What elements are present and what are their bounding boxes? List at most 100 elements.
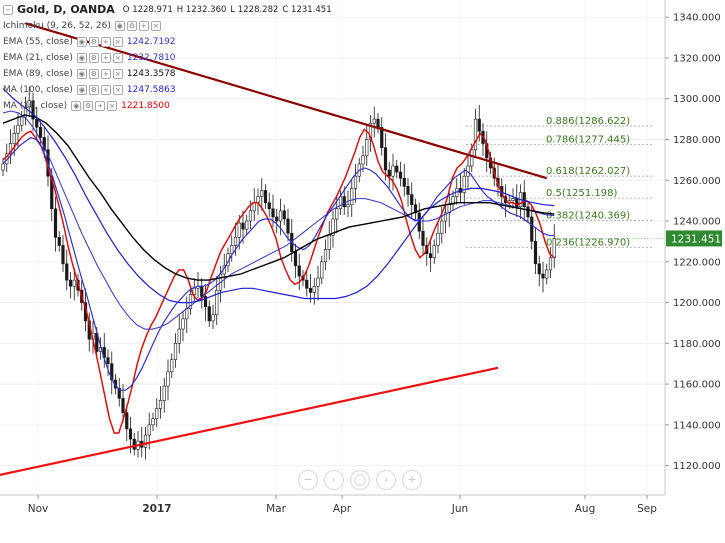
- legend-row-ichimoku[interactable]: Ichimoku (9, 26, 52, 26) ◉ ⚙ + ×: [3, 18, 332, 34]
- eye-icon[interactable]: ◉: [76, 69, 87, 79]
- legend-row-ma10[interactable]: MA (10, close) ◉ ⚙ + × 1221.8500: [3, 98, 332, 114]
- indicator-value: 1243.3578: [126, 69, 176, 79]
- candle-up: [215, 290, 219, 316]
- indicator-value: 1232.7810: [126, 53, 176, 63]
- candle-up: [16, 124, 20, 134]
- collapse-icon[interactable]: −: [3, 5, 13, 15]
- zoom-out-icon[interactable]: −: [298, 470, 318, 490]
- indicator-label: EMA (55, close): [3, 37, 73, 47]
- y-tick-label: 1280.000: [673, 135, 721, 146]
- y-tick-label: 1120.000: [673, 461, 721, 472]
- candle-up: [12, 133, 16, 144]
- add-icon[interactable]: +: [100, 37, 111, 47]
- candle-down: [121, 398, 125, 413]
- candle-up: [233, 237, 238, 246]
- support-trendline: [0, 366, 499, 477]
- candle-down: [308, 287, 313, 293]
- add-icon[interactable]: +: [100, 85, 111, 95]
- close-icon[interactable]: ×: [107, 101, 118, 111]
- eye-icon[interactable]: ◉: [114, 21, 125, 31]
- series-ema-55-close: [2, 110, 555, 330]
- candle-up: [443, 212, 448, 222]
- settings-icon[interactable]: ⚙: [88, 85, 99, 95]
- candle-down: [282, 210, 286, 220]
- candle-down: [398, 171, 403, 179]
- ohlc-low: L 1228.282: [230, 5, 279, 15]
- y-tick-label: 1200.000: [673, 298, 721, 309]
- scroll-right-icon[interactable]: ›: [376, 470, 396, 490]
- indicator-value: 1242.7192: [126, 37, 176, 47]
- add-icon[interactable]: +: [100, 53, 111, 63]
- candle-down: [132, 438, 136, 450]
- candle-down: [110, 363, 114, 381]
- close-icon[interactable]: ×: [112, 69, 123, 79]
- indicator-label: Ichimoku (9, 26, 52, 26): [3, 21, 111, 31]
- close-icon[interactable]: ×: [112, 37, 123, 47]
- scroll-left-icon[interactable]: ‹: [324, 470, 344, 490]
- candle-down: [117, 387, 121, 399]
- add-icon[interactable]: +: [138, 21, 149, 31]
- candle-up: [170, 359, 174, 373]
- candle-down: [241, 222, 245, 230]
- legend-row-ma100[interactable]: MA (100, close) ◉ ⚙ + × 1247.5863: [3, 82, 332, 98]
- close-icon[interactable]: ×: [112, 53, 123, 63]
- fib-level-label: 0.236(1226.970): [546, 238, 630, 249]
- fib-level-label: 0.382(1240.369): [546, 210, 630, 221]
- settings-icon[interactable]: ⚙: [88, 37, 99, 47]
- eye-icon[interactable]: ◉: [76, 37, 87, 47]
- candle-up: [436, 232, 440, 246]
- candle-up: [237, 222, 241, 238]
- candle-down: [342, 196, 346, 208]
- candle-up: [185, 308, 189, 320]
- candle-down: [406, 186, 410, 195]
- eye-icon[interactable]: ◉: [71, 101, 82, 111]
- add-icon[interactable]: +: [100, 69, 111, 79]
- candle-down: [530, 216, 534, 242]
- indicator-label: EMA (89, close): [3, 69, 73, 79]
- candle-up: [346, 204, 350, 208]
- indicator-value: 1221.8500: [121, 101, 170, 111]
- zoom-in-icon[interactable]: +: [402, 470, 422, 490]
- candle-up: [162, 385, 166, 401]
- fib-level-label: 0.886(1286.622): [546, 116, 630, 127]
- settings-icon[interactable]: ⚙: [126, 21, 137, 31]
- legend-row-ema55[interactable]: EMA (55, close) ◉ ⚙ + × 1242.7192: [3, 34, 332, 50]
- candle-up: [1, 163, 5, 171]
- candle-up: [338, 196, 343, 210]
- reset-icon[interactable]: ◯: [350, 470, 370, 490]
- candle-down: [106, 357, 110, 365]
- candle-down: [537, 263, 541, 275]
- settings-icon[interactable]: ⚙: [88, 69, 99, 79]
- candle-up: [143, 434, 148, 448]
- settings-icon[interactable]: ⚙: [83, 101, 94, 111]
- eye-icon[interactable]: ◉: [76, 53, 87, 63]
- candle-up: [350, 188, 354, 206]
- y-tick-label: 1260.000: [673, 176, 721, 187]
- x-tick-label: Sep: [637, 503, 657, 515]
- legend-row-ema21[interactable]: EMA (21, close) ◉ ⚙ + × 1232.7810: [3, 50, 332, 66]
- candle-down: [383, 147, 388, 171]
- candle-up: [155, 408, 159, 420]
- series-ema-21-close: [2, 136, 555, 391]
- close-icon[interactable]: ×: [150, 21, 161, 31]
- candle-up: [147, 424, 151, 436]
- add-icon[interactable]: +: [95, 101, 106, 111]
- candle-up: [391, 165, 395, 177]
- candle-down: [297, 265, 301, 277]
- candle-down: [522, 192, 526, 208]
- candle-down: [53, 208, 58, 238]
- candle-up: [252, 202, 256, 212]
- candle-up: [473, 118, 478, 150]
- series-ema-89-close: [2, 114, 555, 281]
- candle-down: [526, 206, 530, 218]
- legend-row-ema89[interactable]: EMA (89, close) ◉ ⚙ + × 1243.3578: [3, 66, 332, 82]
- close-icon[interactable]: ×: [112, 85, 123, 95]
- candle-up: [312, 285, 316, 293]
- eye-icon[interactable]: ◉: [76, 85, 87, 95]
- candle-up: [192, 287, 196, 295]
- candle-down: [380, 126, 384, 148]
- x-tick-label: Aug: [575, 503, 596, 515]
- candle-down: [50, 175, 54, 210]
- settings-icon[interactable]: ⚙: [88, 53, 99, 63]
